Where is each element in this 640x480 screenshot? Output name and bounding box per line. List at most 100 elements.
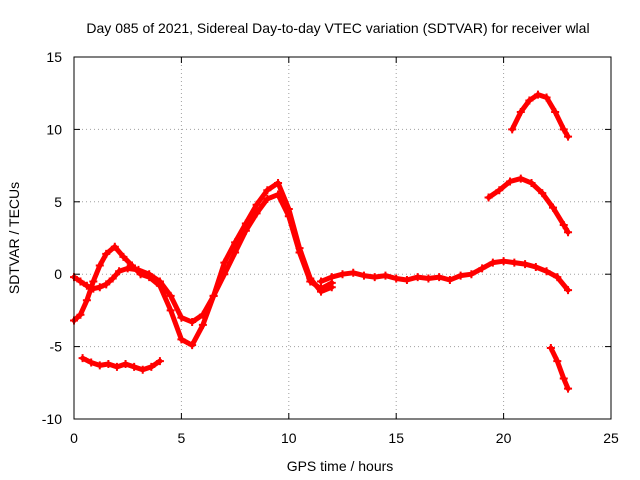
data-point xyxy=(413,273,422,282)
data-point xyxy=(467,270,476,279)
data-point xyxy=(549,203,558,212)
data-point xyxy=(508,125,517,134)
data-point xyxy=(527,178,536,187)
data-point xyxy=(166,306,175,315)
data-point xyxy=(121,359,130,368)
data-point xyxy=(136,270,145,279)
data-point xyxy=(349,268,358,277)
data-point xyxy=(327,283,336,292)
data-point xyxy=(284,205,293,214)
data-point xyxy=(115,267,124,276)
data-point xyxy=(155,281,164,290)
tick-layer: 0 5 10 15 20 25 -10 -5 0 5 10 15 xyxy=(42,49,619,446)
data-point xyxy=(538,189,547,198)
data-point xyxy=(317,287,326,296)
series-track-a xyxy=(70,190,336,326)
data-point xyxy=(559,220,568,229)
data-point xyxy=(553,357,562,366)
data-point xyxy=(516,108,525,117)
series-track-f xyxy=(484,174,573,237)
series-line xyxy=(548,345,571,392)
data-point xyxy=(327,273,336,282)
series-track-g xyxy=(546,344,573,393)
data-point xyxy=(241,219,250,228)
series-layer xyxy=(70,90,573,393)
data-point xyxy=(166,291,175,300)
data-point xyxy=(295,244,304,253)
data-point xyxy=(424,274,433,283)
plot-frame xyxy=(73,56,612,420)
x-tick-label: 5 xyxy=(178,430,186,446)
series-track-c xyxy=(78,354,164,374)
data-point xyxy=(274,178,283,187)
data-point xyxy=(370,273,379,282)
data-point xyxy=(130,362,139,371)
data-point xyxy=(506,177,515,186)
data-point xyxy=(147,362,156,371)
data-point xyxy=(102,280,111,289)
data-point xyxy=(177,313,186,322)
data-point xyxy=(564,384,573,393)
data-point xyxy=(104,359,113,368)
x-tick-label: 0 xyxy=(70,430,78,446)
data-point xyxy=(484,193,493,202)
series-line xyxy=(71,180,335,348)
data-point xyxy=(108,274,117,283)
data-point xyxy=(495,186,504,195)
data-point xyxy=(525,96,534,105)
y-axis-label: SDTVAR / TECUs xyxy=(6,182,22,294)
data-point xyxy=(95,261,104,270)
data-point xyxy=(112,362,121,371)
data-point xyxy=(95,283,104,292)
data-point xyxy=(138,365,147,374)
data-point xyxy=(76,277,85,286)
data-point xyxy=(559,125,568,134)
series-line xyxy=(486,176,571,235)
data-point xyxy=(564,286,573,295)
data-point xyxy=(231,238,240,247)
data-point xyxy=(521,260,530,269)
data-point xyxy=(338,270,347,279)
data-point xyxy=(102,249,111,258)
data-point xyxy=(188,341,197,350)
chart-title: Day 085 of 2021, Sidereal Day-to-day VTE… xyxy=(86,20,589,36)
data-point xyxy=(531,262,540,271)
data-point xyxy=(478,264,487,273)
data-point xyxy=(546,344,555,353)
data-point xyxy=(559,374,568,383)
data-point xyxy=(127,261,136,270)
data-point xyxy=(252,200,261,209)
data-point xyxy=(551,108,560,117)
data-point xyxy=(317,277,326,286)
data-point xyxy=(542,267,551,276)
data-point xyxy=(542,93,551,102)
data-point xyxy=(263,186,272,195)
data-point xyxy=(402,275,411,284)
y-tick-label: -5 xyxy=(50,339,63,355)
data-point xyxy=(533,90,542,99)
data-point xyxy=(145,273,154,282)
data-point xyxy=(177,335,186,344)
data-point xyxy=(76,310,85,319)
data-point xyxy=(188,317,197,326)
data-point xyxy=(78,354,87,363)
data-point xyxy=(263,194,272,203)
x-tick-label: 20 xyxy=(496,430,512,446)
data-point xyxy=(445,275,454,284)
series-line xyxy=(71,192,335,325)
data-point xyxy=(198,320,207,329)
data-point xyxy=(119,252,128,261)
data-point xyxy=(435,273,444,282)
series-track-d xyxy=(317,257,573,295)
series-line xyxy=(318,258,571,293)
data-point xyxy=(499,257,508,266)
data-point xyxy=(82,296,91,305)
data-point xyxy=(381,271,390,280)
data-point xyxy=(510,258,519,267)
data-point xyxy=(564,228,573,237)
data-point xyxy=(220,258,229,267)
data-point xyxy=(488,258,497,267)
x-axis-label: GPS time / hours xyxy=(287,458,394,474)
series-line xyxy=(509,92,571,140)
